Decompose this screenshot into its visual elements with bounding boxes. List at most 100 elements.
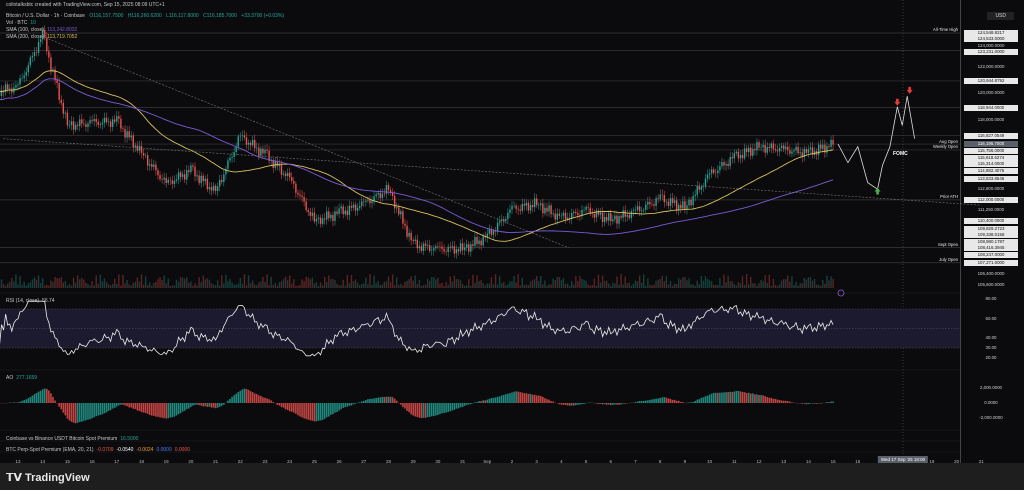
ao-bar <box>385 396 388 403</box>
volume-bar <box>286 280 289 288</box>
candle-body <box>647 201 649 205</box>
volume-bar <box>828 280 830 288</box>
volume-bar <box>157 279 159 288</box>
ao-bar <box>202 403 205 407</box>
ao-bar <box>159 403 161 418</box>
ao-bar <box>815 403 818 404</box>
ao-bar <box>103 403 106 414</box>
symbol-name[interactable]: Bitcoin / U.S. Dollar · 1h · Coinbase <box>6 13 85 19</box>
ao-bar <box>171 403 174 418</box>
candle-body <box>741 154 744 159</box>
spot-premium-legend[interactable]: Coinbase vs Binance USDT Bitcoin Spot Pr… <box>6 436 141 442</box>
volume-bar <box>138 281 141 288</box>
candle-body <box>603 217 606 223</box>
volume-bar <box>591 285 593 288</box>
volume-bar <box>702 280 705 288</box>
ao-bar <box>640 400 643 403</box>
volume-bar <box>132 283 134 288</box>
volume-bar <box>568 285 571 288</box>
chart-frame[interactable] <box>0 0 1024 463</box>
ao-bar <box>805 403 808 405</box>
ao-bar <box>309 403 312 421</box>
ao-bar <box>247 389 250 403</box>
ao-bar <box>453 403 456 410</box>
volume-bar <box>515 282 517 288</box>
volume-bar <box>313 283 316 288</box>
volume-bar <box>155 281 157 288</box>
volume-bar <box>179 276 182 288</box>
ao-bar <box>470 403 472 405</box>
chart-canvas[interactable] <box>0 0 1024 463</box>
volume-bar <box>445 281 447 288</box>
ao-bar <box>830 401 832 403</box>
ao-bar <box>109 403 112 411</box>
perp-premium-legend[interactable]: BTC Perp-Spot Premium (EMA, 20, 21) -0.07… <box>6 447 193 453</box>
ao-bar <box>68 403 71 421</box>
candle-body <box>48 51 50 58</box>
candle-body <box>566 217 569 220</box>
volume-bar <box>826 275 828 288</box>
ao-bar <box>752 393 754 403</box>
sma100-legend[interactable]: SMA (100, close) 113,242.8032 <box>6 27 80 33</box>
candle-body <box>118 116 120 119</box>
ao-legend[interactable]: AO 277.1659 <box>6 375 40 381</box>
candle-body <box>31 55 34 58</box>
price-axis-label: 124,000.0000 <box>977 42 1005 48</box>
volume-bar <box>237 283 239 288</box>
volume-bar <box>0 279 3 288</box>
candle-body <box>463 247 466 251</box>
volume-bar <box>221 275 223 288</box>
candle-body <box>326 211 328 220</box>
price-axis-label: 115,314.0000 <box>964 161 1018 168</box>
candle-body <box>807 149 810 153</box>
candle-body <box>542 203 544 214</box>
ao-bar <box>583 403 585 404</box>
ao-bar <box>762 395 764 403</box>
volume-bar <box>9 281 11 288</box>
volume-bar <box>124 283 126 288</box>
volume-bar <box>278 282 281 288</box>
ao-bar <box>737 390 740 403</box>
volume-bar <box>684 276 686 288</box>
ao-bar <box>346 403 349 407</box>
volume-bar <box>29 282 32 288</box>
candle-body <box>299 194 301 196</box>
ao-bar <box>463 403 466 406</box>
volume-bar <box>552 278 554 288</box>
volume-bar <box>181 277 184 288</box>
candle-body <box>373 196 375 202</box>
candle-body <box>721 162 723 167</box>
ao-bar <box>432 403 435 417</box>
candle-body <box>772 143 775 150</box>
volume-bar <box>326 281 328 288</box>
candle-body <box>404 223 406 226</box>
candle-body <box>297 192 299 195</box>
candle-body <box>171 180 174 184</box>
volume-bar <box>803 277 805 288</box>
ao-bar <box>23 400 25 403</box>
ao-bar <box>239 390 242 403</box>
ao-bar <box>325 403 328 418</box>
ao-bar <box>280 403 283 408</box>
volume-bar <box>706 278 709 288</box>
currency-selector[interactable]: USD <box>987 12 1014 20</box>
candle-body <box>140 145 143 153</box>
volume-legend[interactable]: Vol · BTC 10 <box>6 20 39 26</box>
volume-bar <box>628 282 631 288</box>
volume-bar <box>225 274 227 288</box>
time-axis-label: 28 <box>385 459 392 464</box>
rsi-legend[interactable]: RSI (14, close) 56.74 <box>6 298 58 304</box>
volume-bar <box>809 276 812 288</box>
ao-bar <box>194 403 196 405</box>
candle-body <box>453 246 456 254</box>
candle-body <box>146 155 149 166</box>
volume-bar <box>118 274 120 288</box>
volume-bar <box>772 279 775 288</box>
tradingview-logo[interactable]: 𝗧𝗩 TradingView <box>6 471 90 485</box>
volume-bar <box>97 283 99 288</box>
sma200-legend[interactable]: SMA (200, close) 113,719.7052 <box>6 34 80 40</box>
price-axis-label: 105,600.0000 <box>977 281 1005 287</box>
volume-bar <box>463 285 466 288</box>
volume-bar <box>68 284 71 288</box>
candle-body <box>348 205 351 216</box>
